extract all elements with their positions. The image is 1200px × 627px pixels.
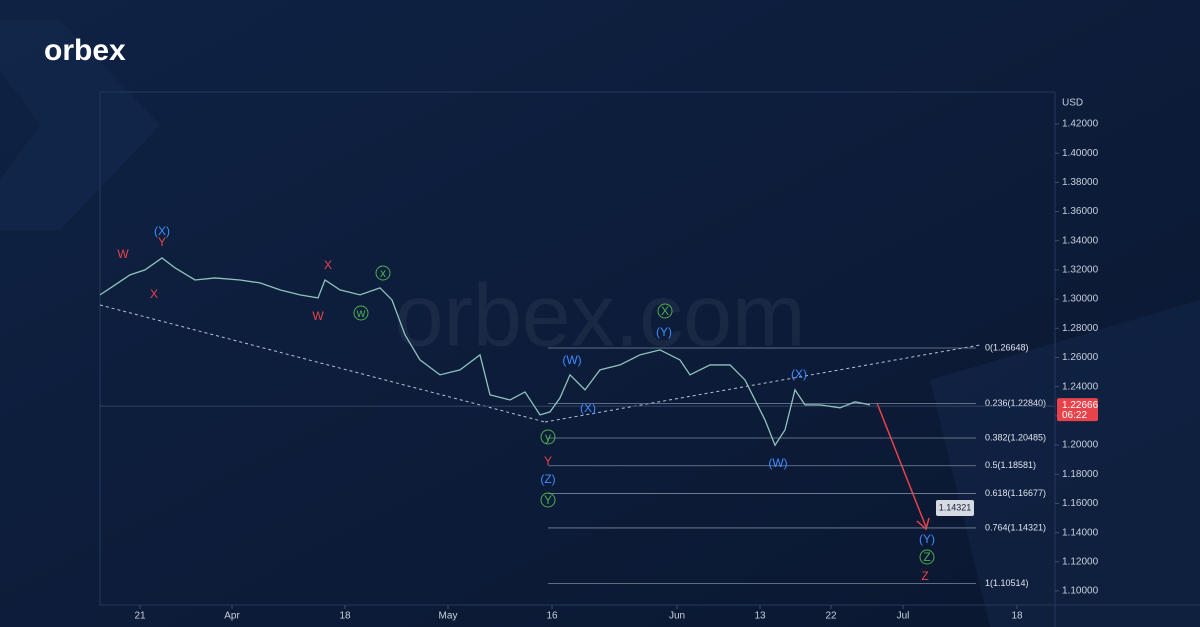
wave-circle <box>919 549 935 565</box>
wave-label: Z <box>923 550 930 564</box>
wave-label: (Y) <box>656 325 672 339</box>
wave-label: (W) <box>562 353 581 367</box>
axis-unit: USD <box>1062 98 1083 109</box>
wave-label: W <box>312 309 324 323</box>
wave-circle <box>353 305 369 321</box>
y-tick-label: 1.40000 <box>1062 148 1099 159</box>
wave-label: W <box>117 247 129 261</box>
wave-label: Y <box>158 235 166 249</box>
x-tick-label: May <box>439 611 458 622</box>
decor <box>0 20 160 230</box>
decor <box>930 300 1200 627</box>
y-tick-label: 1.12000 <box>1062 556 1099 567</box>
wave-label: X <box>661 304 669 318</box>
trend-line <box>99 304 546 423</box>
wave-label: (X) <box>791 367 807 381</box>
y-tick-label: 1.28000 <box>1062 323 1099 334</box>
wave-label: Y <box>544 493 552 507</box>
y-tick-label: 1.20000 <box>1062 440 1099 451</box>
x-tick-label: Jul <box>897 611 910 622</box>
y-tick-label: 1.32000 <box>1062 265 1099 276</box>
wave-label: (Z) <box>540 472 555 486</box>
wave-label: (X) <box>580 401 596 415</box>
wave-label: X <box>150 287 158 301</box>
fib-label: 0.618(1.16677) <box>985 488 1046 498</box>
fib-label: 0.236(1.22840) <box>985 398 1046 408</box>
wave-circle <box>375 265 391 281</box>
fib-label: 0.5(1.18581) <box>985 460 1036 470</box>
wave-label: X <box>324 258 332 272</box>
fib-label: 0.764(1.14321) <box>985 522 1046 532</box>
countdown: 06:22 <box>1062 410 1087 421</box>
arrow-head <box>916 517 930 531</box>
x-tick-label: 13 <box>754 611 766 622</box>
wave-label: y <box>545 430 551 444</box>
x-tick-label: 18 <box>339 611 351 622</box>
y-tick-label: 1.38000 <box>1062 177 1099 188</box>
wave-label: (Y) <box>919 532 935 546</box>
price-tag-value: 1.22666 <box>1062 400 1099 411</box>
logo: orbex <box>44 34 126 67</box>
watermark: orbex.com <box>395 265 806 364</box>
y-tick-label: 1.10000 <box>1062 586 1099 597</box>
y-tick-label: 1.18000 <box>1062 469 1099 480</box>
fib-label: 1(1.10514) <box>985 578 1029 588</box>
wave-label: (X) <box>154 224 170 238</box>
target-tag <box>936 500 974 516</box>
y-tick-label: 1.24000 <box>1062 381 1099 392</box>
wave-label: Z <box>921 569 928 583</box>
fib-label: 0(1.26648) <box>985 342 1029 352</box>
wave-label: (W) <box>768 456 787 470</box>
y-tick-label: 1.16000 <box>1062 498 1099 509</box>
x-tick-label: 16 <box>546 611 558 622</box>
fib-label: 0.382(1.20485) <box>985 432 1046 442</box>
trend-line <box>544 344 981 423</box>
y-tick-label: 1.30000 <box>1062 294 1099 305</box>
y-tick-label: 1.36000 <box>1062 206 1099 217</box>
price-line <box>99 257 871 447</box>
x-tick-label: 21 <box>134 611 146 622</box>
wave-circle <box>540 492 556 508</box>
y-tick-label: 1.42000 <box>1062 119 1099 130</box>
wave-label: x <box>380 266 386 280</box>
y-tick-label: 1.34000 <box>1062 235 1099 246</box>
wave-label: Y <box>544 454 552 468</box>
x-tick-label: Jun <box>669 611 685 622</box>
wave-circle <box>657 303 673 319</box>
target-tag-value: 1.14321 <box>939 502 972 512</box>
x-tick-label: Apr <box>224 611 240 622</box>
forecast-arrow <box>876 402 927 528</box>
wave-label: w <box>356 306 366 320</box>
wave-circle <box>540 429 556 445</box>
y-tick-label: 1.26000 <box>1062 352 1099 363</box>
x-tick-label: 22 <box>825 611 837 622</box>
y-tick-label: 1.14000 <box>1062 527 1099 538</box>
price-tag <box>1057 398 1098 422</box>
x-tick-label: 18 <box>1011 611 1023 622</box>
